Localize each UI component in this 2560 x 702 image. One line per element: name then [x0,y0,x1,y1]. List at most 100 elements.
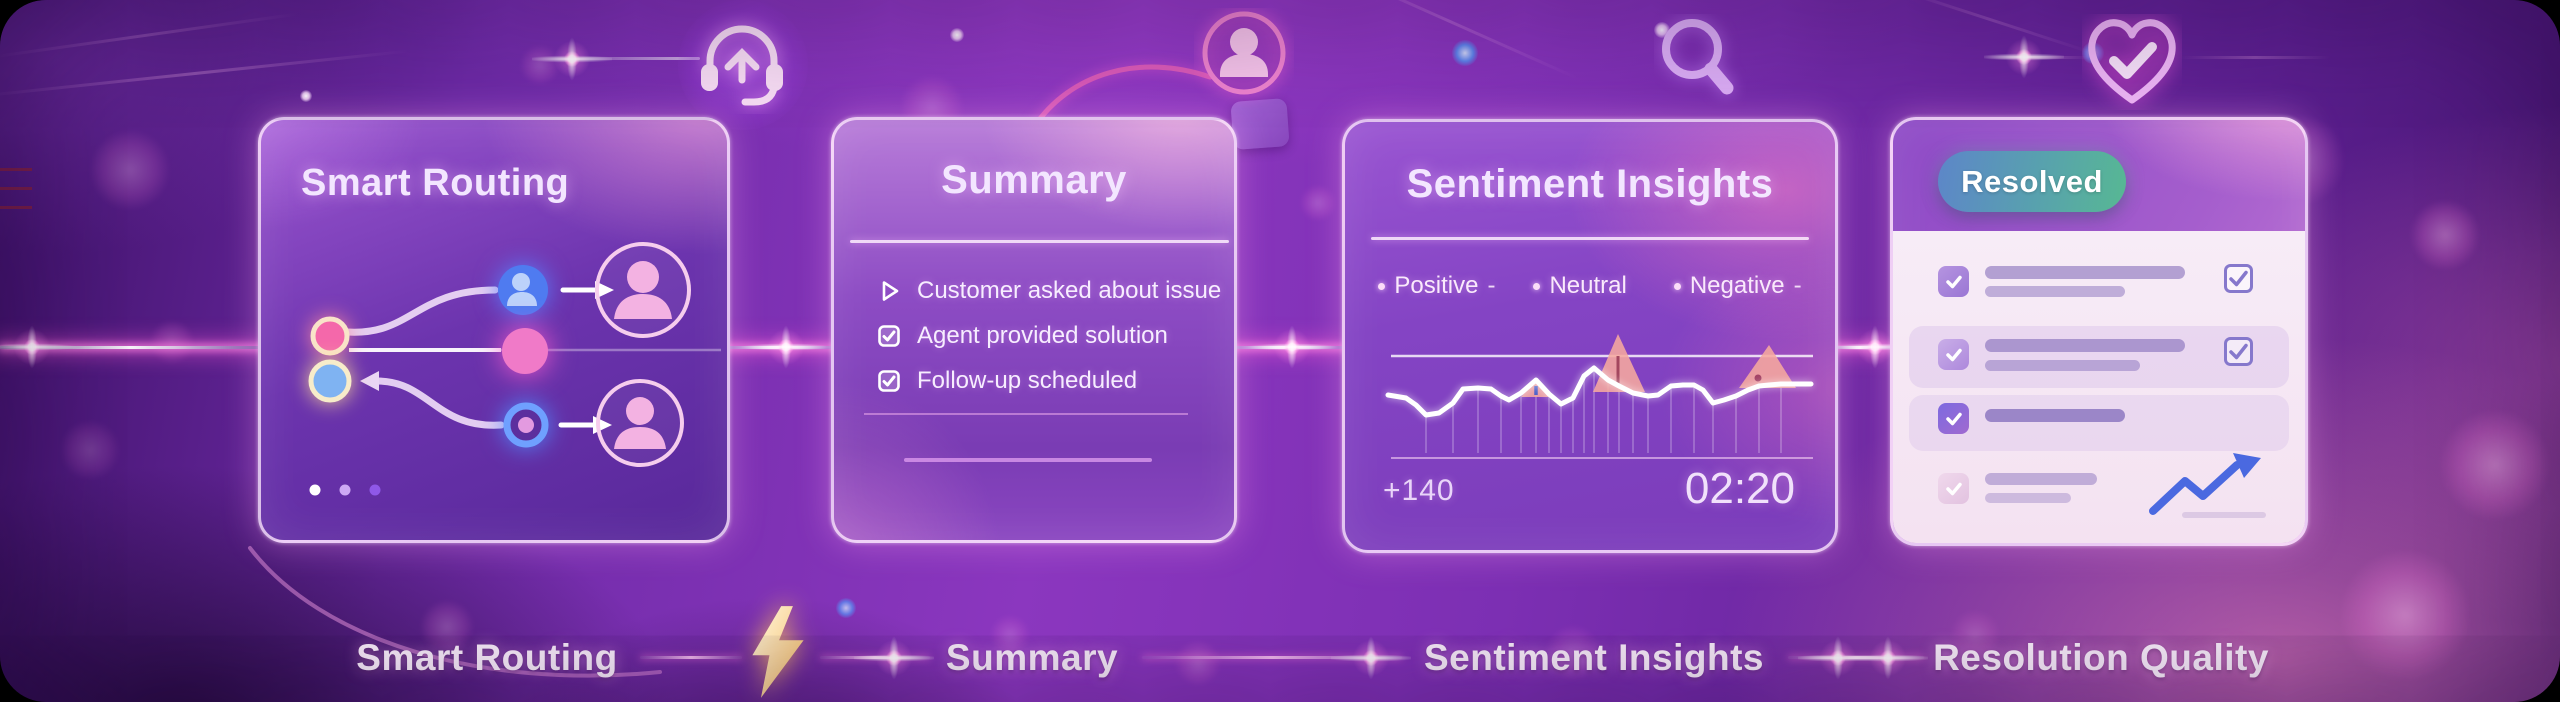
placeholder-line [904,458,1152,462]
arrow-icon [558,287,598,428]
list-item-text: Follow-up scheduled [917,366,1138,394]
checklist-panel [1893,231,2305,543]
divider [864,413,1188,415]
check-square-icon [2224,337,2253,366]
edge-mark [0,206,32,209]
legend-label: Positive [1394,272,1479,299]
white-sparkle [300,90,312,102]
blue-sparkle [1452,40,1478,66]
person-icon [1202,11,1286,95]
checkbox-icon [1938,473,1969,504]
list-item: Follow-up scheduled [876,358,1218,403]
mid-node-ring [503,402,549,448]
trend-up-icon [2149,453,2266,518]
resolved-badge-label: Resolved [1961,163,2103,199]
white-sparkle [1654,22,1670,38]
row-highlight [1909,395,2289,451]
chart-drop-lines [1425,368,1782,453]
list-item-text: Customer asked about issue [917,276,1222,304]
footer-connector-line [1788,656,1924,659]
list-item-text: Agent provided solution [917,321,1168,349]
connector-beam [0,346,262,349]
source-node-blue [308,359,352,403]
footer-label-smart-routing: Smart Routing [356,637,618,678]
card-title: Summary [941,158,1127,202]
divider [850,240,1229,243]
bokeh-light [150,320,194,364]
edge-mark [0,168,32,171]
divider [1371,237,1809,240]
routing-diagram [308,242,721,496]
legend-item-negative: Negative - [1673,272,1802,300]
light-streak [0,49,409,98]
legend-marker [1533,282,1541,290]
summary-card: Summary Customer asked about issue Agent… [831,117,1237,543]
bokeh-light [420,600,474,654]
sentiment-line [1385,365,1814,418]
icon-connector-line [2180,56,2330,59]
legend-marker [1673,282,1681,290]
mid-node-pink [502,328,548,374]
checkbox-icon [1938,403,1969,434]
legend-item-positive: Positive - [1378,272,1495,300]
summary-list: Customer asked about issue Agent provide… [876,268,1222,403]
text-placeholder-bar [1985,286,2125,297]
light-streak [1321,0,1579,80]
bokeh-light [2440,410,2550,520]
connector-beam [722,346,834,349]
resolved-badge: Resolved [1938,151,2126,212]
source-node-pink [310,316,350,356]
legend-label: Negative [1689,272,1785,299]
legend-marker [1378,282,1386,290]
smart-routing-card: Smart Routing [258,117,730,543]
mid-node-agent [498,265,548,315]
list-item: Agent provided solution [876,313,1218,358]
sentiment-insights-card: Sentiment Insights Positive - Neutral Ne… [1342,119,1838,553]
agent-avatar [595,242,691,338]
text-placeholder-bar [1985,266,2185,279]
chart-legend: Positive - Neutral Negative - [1345,272,1835,300]
heart-check-icon [2088,19,2176,104]
resolution-quality-card: Resolved [1890,117,2308,546]
duration-stat: 02:20 [1684,464,1795,513]
sentiment-score-stat: +140 [1383,474,1455,507]
sentiment-chart [1385,334,1814,459]
bokeh-light [1300,185,1336,221]
search-icon [1662,19,1734,95]
light-streak [1884,0,2096,55]
footer-label-summary: Summary [945,637,1119,678]
check-square-icon [878,369,900,392]
bokeh-light [990,615,1030,655]
pagination-dots [309,484,381,496]
lightning-bolt-icon [752,606,804,698]
bokeh-light [1950,610,2000,660]
check-square-icon [878,324,900,347]
bokeh-light [520,45,560,85]
icon-connector-line [1985,56,2090,59]
text-placeholder-bar [1985,409,2125,422]
footer-label-sentiment-insights: Sentiment Insights [1424,637,1764,678]
checkbox-icon [1938,266,1969,297]
bokeh-light [1545,625,1601,681]
legend-dash: - [1793,272,1802,299]
decorative-swoosh [1031,64,1213,130]
bokeh-light [2340,550,2470,680]
legend-dash: - [1487,272,1496,299]
bokeh-light [60,420,120,480]
edge-mark [0,187,32,190]
check-square-icon [2224,264,2253,293]
white-sparkle [950,28,964,42]
connector-beam [1228,346,1344,349]
bokeh-light [1175,640,1221,686]
icon-connector-line [540,57,700,60]
footer-connector-line [1142,656,1402,659]
bokeh-light [2410,200,2480,270]
card-title: Sentiment Insights [1406,162,1774,206]
footer-connector-line [820,656,930,659]
play-outline-icon [882,280,899,301]
card-title: Smart Routing [301,162,570,204]
text-placeholder-bar [1985,493,2071,503]
footer-label-resolution-quality: Resolution Quality [1933,637,2269,678]
legend-item-neutral: Neutral [1533,272,1635,300]
